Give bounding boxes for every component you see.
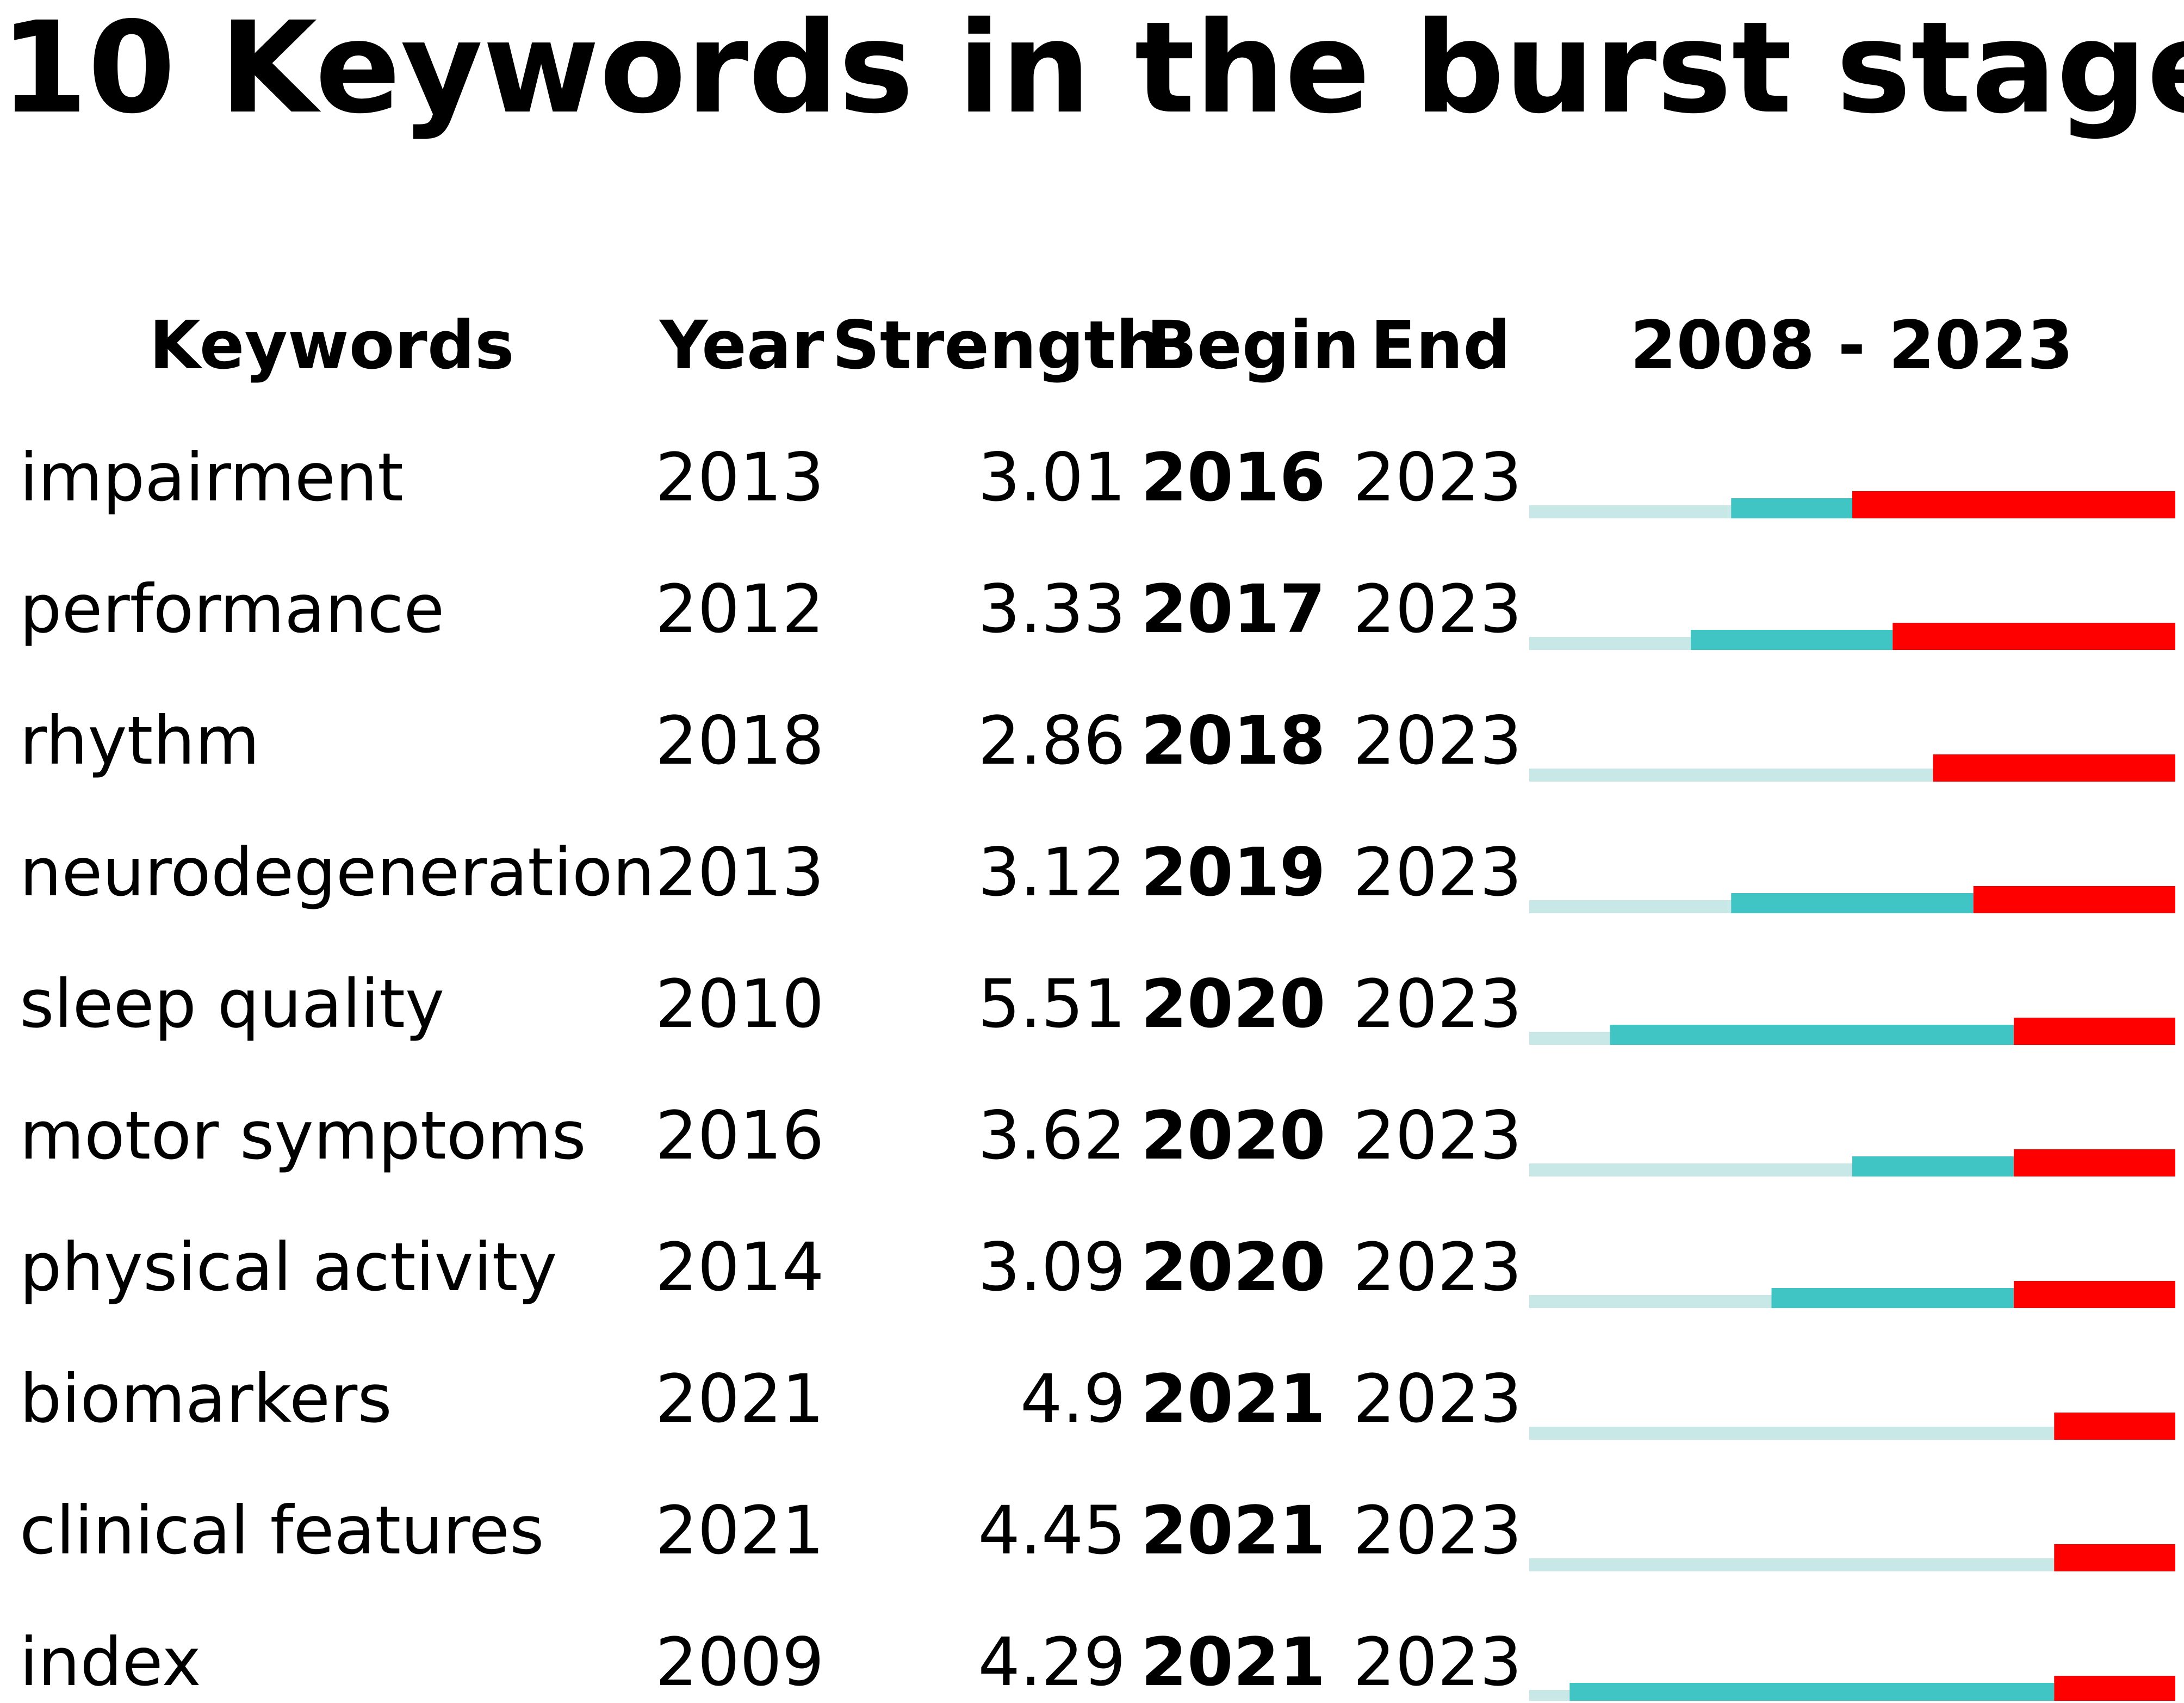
end-cell: 2023 <box>1353 1624 1522 1701</box>
keyword-cell: biomarkers <box>20 1360 392 1438</box>
keyword-cell: sleep quality <box>20 965 445 1043</box>
year-cell: 2010 <box>655 965 824 1043</box>
bar-active-segment <box>1852 1156 2014 1176</box>
year-cell: 2021 <box>655 1360 824 1438</box>
bar-burst-segment <box>2014 1281 2175 1308</box>
end-cell: 2023 <box>1353 1229 1522 1306</box>
header-begin: Begin <box>1146 307 1360 384</box>
header-year-range: 2008 - 2023 <box>1630 307 2074 384</box>
bar-before-first-year <box>1529 900 1732 913</box>
header-keywords: Keywords <box>149 307 514 384</box>
begin-cell: 2017 <box>1141 571 1326 648</box>
year-cell: 2013 <box>655 834 824 911</box>
bar-active-segment <box>1731 498 1852 518</box>
bar-active-segment <box>1569 1683 2055 1701</box>
bar-before-first-year <box>1529 1558 2055 1571</box>
keyword-cell: performance <box>20 571 445 648</box>
bar-burst-segment <box>2014 1018 2175 1045</box>
bar-burst-segment <box>2054 1676 2175 1701</box>
bar-burst-segment <box>2014 1149 2175 1176</box>
year-cell: 2021 <box>655 1492 824 1569</box>
keyword-cell: impairment <box>20 439 404 516</box>
bar-active-segment <box>1610 1025 2014 1045</box>
bar-before-first-year <box>1529 769 1933 782</box>
end-cell: 2023 <box>1353 1492 1522 1569</box>
end-cell: 2023 <box>1353 1097 1522 1174</box>
bar-before-first-year <box>1529 637 1691 650</box>
year-cell: 2012 <box>655 571 824 648</box>
bar-burst-segment <box>1973 886 2175 913</box>
bar-burst-segment <box>1852 491 2175 518</box>
year-cell: 2009 <box>655 1624 824 1701</box>
begin-cell: 2020 <box>1141 965 1326 1043</box>
end-cell: 2023 <box>1353 965 1522 1043</box>
strength-cell: 3.01 <box>978 439 1126 516</box>
begin-cell: 2021 <box>1141 1624 1326 1701</box>
keyword-cell: rhythm <box>20 702 260 779</box>
begin-cell: 2019 <box>1141 834 1326 911</box>
strength-cell: 4.9 <box>1020 1360 1126 1438</box>
strength-cell: 5.51 <box>978 965 1126 1043</box>
bar-burst-segment <box>2054 1413 2175 1440</box>
end-cell: 2023 <box>1353 439 1522 516</box>
begin-cell: 2020 <box>1141 1097 1326 1174</box>
strength-cell: 3.33 <box>978 571 1126 648</box>
strength-cell: 3.62 <box>978 1097 1126 1174</box>
strength-cell: 4.45 <box>978 1492 1126 1569</box>
bar-active-segment <box>1731 893 1974 913</box>
year-cell: 2014 <box>655 1229 824 1306</box>
bar-active-segment <box>1771 1288 2014 1308</box>
strength-cell: 4.29 <box>978 1624 1126 1701</box>
bar-active-segment <box>1691 630 1893 650</box>
begin-cell: 2016 <box>1141 439 1326 516</box>
bar-burst-segment <box>1893 623 2175 650</box>
year-cell: 2016 <box>655 1097 824 1174</box>
header-strength: Strength <box>832 307 1163 384</box>
chart-title: 10 Keywords in the burst stage <box>0 0 2184 141</box>
begin-cell: 2020 <box>1141 1229 1326 1306</box>
year-cell: 2013 <box>655 439 824 516</box>
keyword-cell: clinical features <box>20 1492 544 1569</box>
strength-cell: 3.09 <box>978 1229 1126 1306</box>
end-cell: 2023 <box>1353 571 1522 648</box>
bar-burst-segment <box>1933 754 2175 782</box>
strength-cell: 3.12 <box>978 834 1126 911</box>
bar-before-first-year <box>1529 505 1732 518</box>
keyword-cell: motor symptoms <box>20 1097 586 1174</box>
end-cell: 2023 <box>1353 1360 1522 1438</box>
end-cell: 2023 <box>1353 834 1522 911</box>
bar-before-first-year <box>1529 1427 2055 1440</box>
header-year: Year <box>660 307 824 384</box>
end-cell: 2023 <box>1353 702 1522 779</box>
keyword-cell: neurodegeneration <box>20 834 655 911</box>
bar-before-first-year <box>1529 1163 1852 1176</box>
begin-cell: 2018 <box>1141 702 1326 779</box>
bar-before-first-year <box>1529 1690 1570 1701</box>
keyword-cell: index <box>20 1624 201 1701</box>
bar-burst-segment <box>2054 1544 2175 1571</box>
header-end: End <box>1370 307 1511 384</box>
strength-cell: 2.86 <box>978 702 1126 779</box>
year-cell: 2018 <box>655 702 824 779</box>
bar-before-first-year <box>1529 1032 1610 1045</box>
bar-before-first-year <box>1529 1295 1772 1308</box>
begin-cell: 2021 <box>1141 1492 1326 1569</box>
begin-cell: 2021 <box>1141 1360 1326 1438</box>
keyword-cell: physical activity <box>20 1229 557 1306</box>
